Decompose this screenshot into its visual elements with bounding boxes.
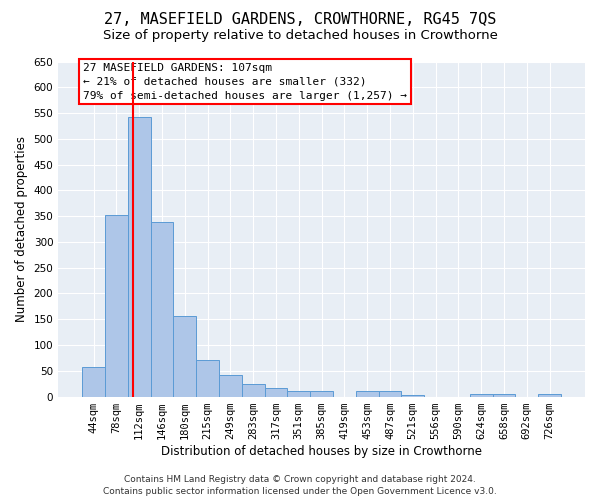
Y-axis label: Number of detached properties: Number of detached properties [15,136,28,322]
Bar [356,392,379,396]
Bar [173,316,196,396]
Bar [379,392,401,396]
Bar [401,395,424,396]
Bar [242,384,265,396]
Bar [470,394,493,396]
Bar [151,222,173,396]
Bar [287,392,310,396]
Text: Size of property relative to detached houses in Crowthorne: Size of property relative to detached ho… [103,29,497,42]
Text: Contains HM Land Registry data © Crown copyright and database right 2024.
Contai: Contains HM Land Registry data © Crown c… [103,474,497,496]
Bar [105,214,128,396]
Bar [493,394,515,396]
Bar [310,392,333,396]
Bar [128,116,151,396]
Bar [265,388,287,396]
Bar [82,367,105,396]
Bar [219,375,242,396]
Text: 27, MASEFIELD GARDENS, CROWTHORNE, RG45 7QS: 27, MASEFIELD GARDENS, CROWTHORNE, RG45 … [104,12,496,28]
Text: 27 MASEFIELD GARDENS: 107sqm
← 21% of detached houses are smaller (332)
79% of s: 27 MASEFIELD GARDENS: 107sqm ← 21% of de… [83,62,407,100]
X-axis label: Distribution of detached houses by size in Crowthorne: Distribution of detached houses by size … [161,444,482,458]
Bar [538,394,561,396]
Bar [196,360,219,396]
